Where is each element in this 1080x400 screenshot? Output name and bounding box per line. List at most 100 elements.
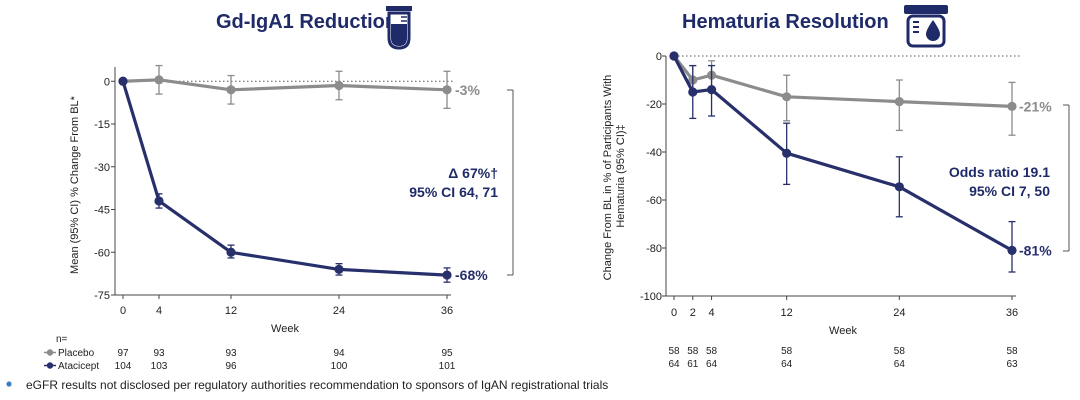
y-axis-label-wrap: Change From BL in % of Participants With…	[602, 72, 627, 281]
urine-cup-icon	[904, 5, 948, 48]
data-point	[782, 148, 792, 158]
difference-bracket	[507, 89, 514, 276]
series-atacicept: -68%	[118, 76, 488, 283]
data-point	[334, 264, 344, 274]
n-table-header: n=	[56, 334, 68, 345]
n-value: 58	[781, 346, 793, 357]
series-line	[122, 78, 448, 92]
data-point	[1007, 101, 1017, 111]
n-value: 104	[115, 361, 132, 372]
n-value: 97	[117, 348, 129, 359]
end-label: -3%	[455, 82, 480, 98]
n-value: 58	[1006, 346, 1018, 357]
n-value: 100	[331, 361, 348, 372]
annotation-line-2: 95% CI 7, 50	[969, 183, 1050, 199]
n-value: 95	[441, 348, 453, 359]
data-point	[442, 270, 452, 280]
n-value: 61	[687, 359, 699, 370]
end-label: -21%	[1019, 98, 1052, 114]
series-line	[121, 80, 448, 277]
data-point	[154, 196, 164, 206]
data-point	[226, 247, 236, 257]
data-point	[894, 182, 904, 192]
end-label: -68%	[455, 267, 488, 283]
y-axis-label-line-2: Hematuria (95% CI)‡	[615, 124, 627, 227]
chart-hematuria: Hematuria Resolution Change From BL in %…	[602, 5, 1070, 370]
bullet-icon	[6, 381, 12, 387]
y-tick-label: -60	[646, 195, 662, 207]
x-tick-label: 2	[690, 307, 696, 319]
annotation-line-2: 95% CI 64, 71	[409, 184, 498, 200]
series-layer: -21% -81%	[669, 51, 1070, 273]
y-axis-label: Mean (95% CI) % Change From BL*	[69, 95, 81, 274]
series-line	[672, 55, 1013, 252]
n-table: n= Placebo 97 93 93 94 95 Atacicept 104 103 96 100 1…	[44, 334, 456, 372]
y-tick-label: -75	[94, 290, 110, 302]
data-point	[334, 80, 344, 91]
axes: 0 -15 -30 -45 -60 -75 0 4 12 24 36	[94, 67, 455, 317]
y-axis-label-line-1: Change From BL in % of Participants With	[602, 75, 614, 281]
n-value: 58	[687, 346, 699, 357]
y-axis-label: Change From BL in % of Participants With…	[602, 72, 627, 281]
data-point	[226, 85, 236, 95]
y-tick-label: -100	[640, 291, 662, 303]
n-value: 64	[668, 359, 680, 370]
n-value: 64	[706, 359, 718, 370]
n-value: 63	[1006, 359, 1018, 370]
y-tick-label: 0	[104, 76, 110, 88]
x-tick-label: 12	[781, 307, 793, 319]
chart-title: Gd-IgA1 Reduction	[216, 11, 397, 33]
y-tick-label: -20	[646, 99, 662, 111]
y-tick-label: -15	[94, 119, 110, 131]
series-atacicept: -81%	[669, 51, 1052, 273]
series-layer: -3% -68%	[118, 64, 514, 283]
difference-bracket	[1063, 104, 1070, 252]
footnote: eGFR results not disclosed per regulator…	[26, 378, 608, 392]
series-placebo: -3%	[118, 64, 480, 109]
end-label: -81%	[1019, 242, 1052, 258]
data-point	[782, 92, 792, 102]
x-tick-label: 24	[333, 305, 345, 317]
x-tick-label: 0	[671, 307, 677, 319]
x-tick-label: 24	[893, 307, 905, 319]
chart-title: Hematuria Resolution	[682, 11, 889, 33]
annotation-line-1: Odds ratio 19.1	[949, 164, 1050, 180]
n-value: 58	[668, 346, 680, 357]
y-tick-label: -80	[646, 243, 662, 255]
legend-label: Placebo	[58, 348, 95, 359]
x-axis-label: Week	[829, 325, 857, 337]
data-point	[688, 87, 698, 97]
data-point	[1007, 245, 1017, 255]
series-line	[672, 55, 1013, 108]
y-tick-label: -40	[646, 147, 662, 159]
n-value: 101	[439, 361, 456, 372]
x-tick-label: 12	[225, 305, 237, 317]
n-value: 94	[333, 348, 345, 359]
y-tick-label: -45	[94, 205, 110, 217]
n-value: 64	[781, 359, 793, 370]
x-axis-label: Week	[271, 323, 299, 335]
test-tube-icon	[386, 6, 412, 50]
legend-label: Atacicept	[58, 361, 99, 372]
data-point	[154, 75, 164, 85]
axes: 0 -20 -40 -60 -80 -100 0 2 4 12 24 36	[640, 51, 1020, 319]
series-placebo: -21%	[669, 51, 1052, 136]
data-point	[442, 85, 452, 95]
n-value: 58	[706, 346, 718, 357]
y-tick-label: -30	[94, 162, 110, 174]
n-value: 103	[151, 361, 168, 372]
x-tick-label: 36	[441, 305, 453, 317]
n-value: 96	[225, 361, 237, 372]
annotation-line-1: Δ 67%†	[448, 165, 498, 181]
data-point	[706, 85, 717, 95]
y-tick-label: 0	[656, 51, 662, 63]
n-table: 58 58 58 58 58 58 64 61 64 64 64 63	[668, 346, 1018, 370]
n-value: 93	[153, 348, 165, 359]
n-value: 64	[894, 359, 906, 370]
data-point	[118, 76, 128, 86]
n-value: 58	[894, 346, 906, 357]
y-tick-label: -60	[94, 247, 110, 259]
x-tick-label: 4	[156, 305, 162, 317]
chart-gd-iga1: Gd-IgA1 Reduction Mean (95% CI) % Change…	[44, 6, 514, 372]
